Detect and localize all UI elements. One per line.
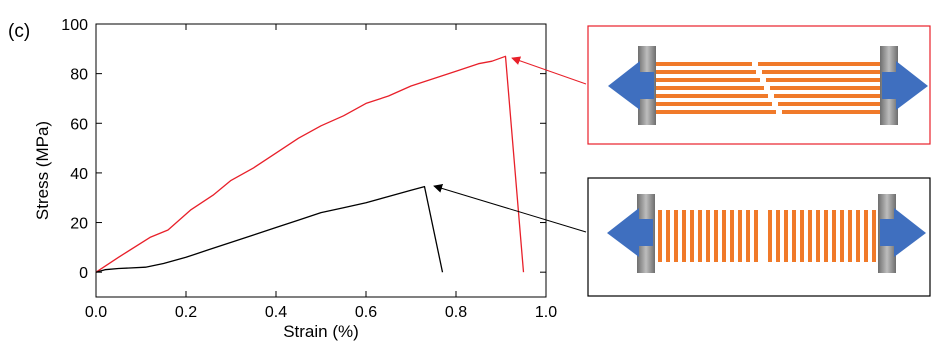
x-axis-label: Strain (%): [283, 322, 359, 341]
chopped-fiber: [674, 210, 678, 262]
right-pull-arrow-icon: [880, 208, 926, 257]
x-tick-label: 1.0: [535, 304, 557, 321]
chopped-fibers: [658, 210, 876, 262]
panel-label: (c): [8, 21, 30, 42]
series-layer: [95, 55, 525, 273]
chopped-fiber: [690, 210, 694, 262]
fiber-segment: [656, 62, 752, 66]
y-tick-label: 20: [70, 216, 88, 233]
series-line-black: [95, 185, 444, 273]
chopped-fiber: [722, 210, 726, 262]
fiber-segment: [770, 86, 880, 90]
x-tick-label: 0.8: [445, 304, 467, 321]
x-tick-label: 0.6: [355, 304, 377, 321]
chopped-fiber: [872, 210, 876, 262]
fiber-segment: [758, 62, 880, 66]
fiber-segment: [656, 78, 760, 82]
chopped-fiber: [666, 210, 670, 262]
chopped-fiber: [840, 210, 844, 262]
chopped-fiber: [754, 210, 758, 262]
chopped-fiber: [658, 210, 662, 262]
chopped-fiber: [730, 210, 734, 262]
chopped-fiber: [864, 210, 868, 262]
y-axis-label: Stress (MPa): [33, 121, 52, 220]
chopped-fiber: [776, 210, 780, 262]
chopped-fiber: [784, 210, 788, 262]
y-tick-label: 60: [70, 116, 88, 133]
plot-area: [95, 23, 547, 298]
fiber-segment: [656, 102, 772, 106]
chopped-fiber: [792, 210, 796, 262]
axis-ticks: 0.0 0.2 0.4 0.6 0.8 1.0 0 20 40 60 80 100: [61, 17, 557, 321]
series-line-red: [95, 55, 525, 273]
schematic-chopped-fibers: [587, 177, 931, 297]
continuous-fibers: [656, 62, 880, 114]
right-pull-arrow-icon: [882, 61, 928, 110]
chopped-fiber: [848, 210, 852, 262]
left-pull-arrow-icon: [607, 208, 653, 257]
chopped-fiber: [800, 210, 804, 262]
chopped-fiber: [706, 210, 710, 262]
y-tick-label: 40: [70, 166, 88, 183]
x-tick-label: 0.0: [85, 304, 107, 321]
chopped-fiber: [698, 210, 702, 262]
callout-arrow-red: [511, 56, 587, 85]
chopped-fiber: [856, 210, 860, 262]
chopped-fiber: [824, 210, 828, 262]
chopped-fiber: [746, 210, 750, 262]
chopped-fiber: [808, 210, 812, 262]
schematic-fractured-fibers: [587, 25, 931, 145]
chopped-fiber: [768, 210, 772, 262]
fiber-segment: [782, 110, 880, 114]
fiber-segment: [656, 94, 768, 98]
fiber-segment: [766, 78, 880, 82]
fiber-segment: [762, 70, 880, 74]
y-tick-label: 80: [70, 67, 88, 84]
fiber-segment: [778, 102, 880, 106]
fiber-segment: [774, 94, 880, 98]
chopped-fiber: [682, 210, 686, 262]
fiber-segment: [656, 86, 764, 90]
chopped-fiber: [816, 210, 820, 262]
callout-arrow-black: [433, 184, 587, 233]
y-tick-label: 0: [79, 265, 88, 282]
left-pull-arrow-icon: [608, 61, 654, 110]
chopped-fiber: [714, 210, 718, 262]
chopped-fiber: [738, 210, 742, 262]
x-tick-label: 0.2: [175, 304, 197, 321]
x-tick-label: 0.4: [265, 304, 287, 321]
chopped-fiber: [832, 210, 836, 262]
fiber-segment: [656, 70, 756, 74]
fiber-segment: [656, 110, 776, 114]
y-tick-label: 100: [61, 17, 88, 34]
